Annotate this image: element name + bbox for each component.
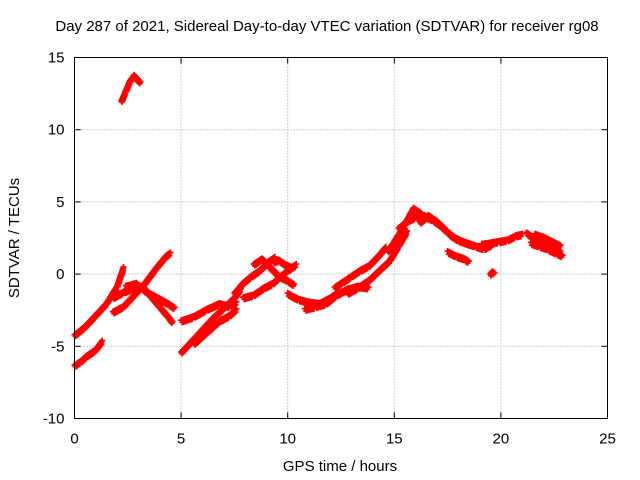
data-point xyxy=(171,304,178,311)
data-point xyxy=(166,252,173,259)
data-point xyxy=(99,337,106,344)
data-point xyxy=(231,310,238,317)
data-point xyxy=(292,264,299,271)
data-point xyxy=(331,295,338,302)
data-point xyxy=(233,305,240,312)
data-point xyxy=(519,230,526,237)
y-tick-label: 10 xyxy=(48,122,65,139)
series-arc-i xyxy=(190,305,240,348)
data-point xyxy=(161,256,168,263)
data-point xyxy=(233,298,240,305)
data-point xyxy=(465,258,472,265)
series-arc-z xyxy=(527,239,566,261)
data-point xyxy=(82,356,89,363)
data-point xyxy=(291,281,298,288)
data-point xyxy=(167,249,174,256)
data-point xyxy=(208,319,215,326)
data-point xyxy=(557,242,564,249)
y-tick-labels: -10 -5 0 5 10 15 xyxy=(43,50,65,428)
data-point xyxy=(137,79,144,86)
x-tick-label: 10 xyxy=(279,431,296,448)
data-point xyxy=(186,342,193,349)
data-point xyxy=(80,327,87,334)
chart-title: Day 287 of 2021, Sidereal Day-to-day VTE… xyxy=(55,18,598,35)
data-point xyxy=(101,304,108,311)
data-point xyxy=(129,295,136,302)
x-tick-label: 5 xyxy=(177,431,185,448)
x-tick-label: 0 xyxy=(70,431,78,448)
series-arc-aa xyxy=(532,230,564,251)
data-point xyxy=(401,221,408,228)
series-arc-v xyxy=(444,247,472,266)
axis-ticks xyxy=(74,57,608,419)
y-tick-label: -10 xyxy=(43,411,65,428)
data-point xyxy=(201,333,208,340)
series-arc-b xyxy=(71,337,106,370)
data-point xyxy=(372,258,379,265)
x-tick-label: 15 xyxy=(386,431,403,448)
plot-frame xyxy=(74,57,608,419)
series-arc-f xyxy=(122,279,178,313)
data-point xyxy=(90,316,97,323)
series-arc-w xyxy=(478,230,526,250)
x-tick-label: 20 xyxy=(493,431,510,448)
data-point xyxy=(214,321,221,328)
data-point xyxy=(218,308,225,315)
series-arc-p xyxy=(331,243,389,292)
series-arc-a xyxy=(71,263,127,340)
data-point xyxy=(365,284,372,291)
y-tick-label: 5 xyxy=(56,194,64,211)
data-point xyxy=(120,263,127,270)
series-arc-h xyxy=(178,298,240,326)
y-tick-label: 15 xyxy=(48,50,65,67)
data-markers xyxy=(71,71,566,370)
series-arc-q xyxy=(344,227,411,298)
data-point xyxy=(232,309,239,316)
series-arc-x xyxy=(487,268,498,279)
y-tick-label: -5 xyxy=(51,338,64,355)
series-arc-d xyxy=(109,249,174,317)
data-point xyxy=(363,280,370,287)
y-tick-label: 0 xyxy=(56,266,64,283)
series-arc-c xyxy=(118,71,144,106)
data-point xyxy=(274,278,281,285)
data-point xyxy=(246,276,253,283)
data-point xyxy=(559,252,566,259)
data-point xyxy=(238,284,245,291)
data-point xyxy=(293,260,300,267)
data-point xyxy=(258,288,265,295)
series-arc-k xyxy=(239,262,298,303)
x-tick-labels: 0 5 10 15 20 25 xyxy=(70,431,616,448)
x-axis-label: GPS time / hours xyxy=(283,458,397,475)
x-tick-label: 25 xyxy=(599,431,616,448)
y-axis-label: SDTVAR / TECUs xyxy=(6,178,23,298)
data-point xyxy=(384,261,391,268)
data-point xyxy=(169,318,176,325)
data-point xyxy=(491,269,498,276)
series-arc-m xyxy=(269,256,300,272)
data-point xyxy=(374,271,381,278)
series-arc-l xyxy=(250,255,298,289)
